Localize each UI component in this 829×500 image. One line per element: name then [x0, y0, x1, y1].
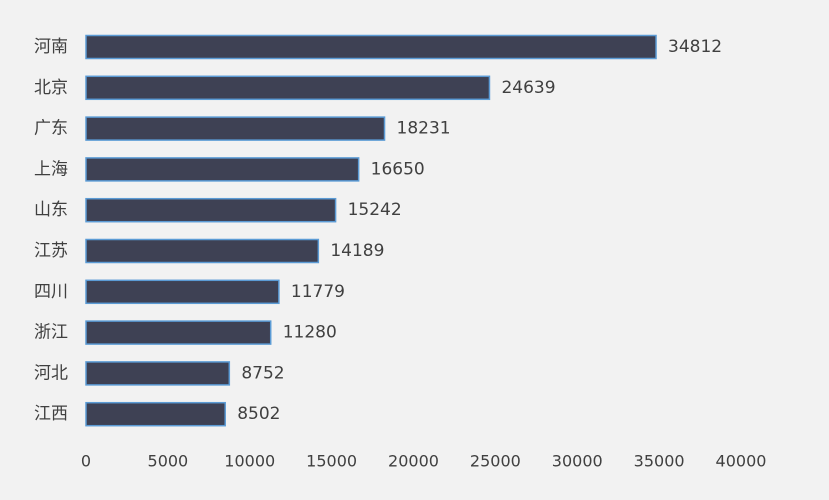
value-label: 34812	[668, 37, 722, 57]
value-label: 8752	[241, 363, 284, 383]
category-label: 河北	[34, 363, 68, 383]
x-tick-label: 35000	[634, 452, 685, 471]
bar	[85, 279, 280, 305]
value-label: 15242	[348, 200, 402, 220]
value-label: 11779	[291, 282, 345, 302]
category-label: 北京	[34, 78, 68, 98]
bar	[85, 34, 657, 60]
category-label: 四川	[34, 282, 68, 302]
category-label: 江西	[34, 404, 68, 424]
bar	[85, 361, 231, 386]
x-tick-label: 20000	[388, 452, 439, 471]
bar	[85, 320, 272, 345]
x-tick-label: 10000	[224, 452, 275, 471]
value-label: 18231	[397, 119, 451, 139]
category-label: 山东	[34, 200, 68, 220]
bars-group	[85, 34, 657, 427]
bar	[85, 197, 337, 223]
category-label: 浙江	[34, 323, 68, 343]
x-tick-label: 0	[81, 452, 91, 471]
bar	[85, 238, 320, 264]
x-axis-ticks-group: 0 5000 10000 15000 20000 25000 30000 35000 40000	[81, 452, 767, 471]
value-label: 16650	[371, 159, 425, 179]
x-tick-label: 25000	[470, 452, 521, 471]
category-label: 河南	[34, 37, 68, 57]
bar	[85, 75, 491, 101]
x-tick-label: 15000	[306, 452, 357, 471]
x-tick-label: 5000	[148, 452, 189, 471]
bar	[85, 401, 226, 427]
value-label: 8502	[237, 404, 280, 424]
x-tick-label: 40000	[716, 452, 767, 471]
x-tick-label: 30000	[552, 452, 603, 471]
bar	[85, 116, 386, 141]
value-label: 24639	[501, 78, 555, 98]
category-label: 上海	[34, 159, 68, 179]
bar	[85, 157, 360, 182]
value-labels-group: 34812 24639 18231 16650 15242 14189 11779 11280…	[237, 37, 722, 424]
value-label: 11280	[283, 323, 337, 343]
value-label: 14189	[330, 241, 384, 261]
category-label: 江苏	[34, 241, 68, 261]
category-label: 广东	[34, 119, 68, 139]
